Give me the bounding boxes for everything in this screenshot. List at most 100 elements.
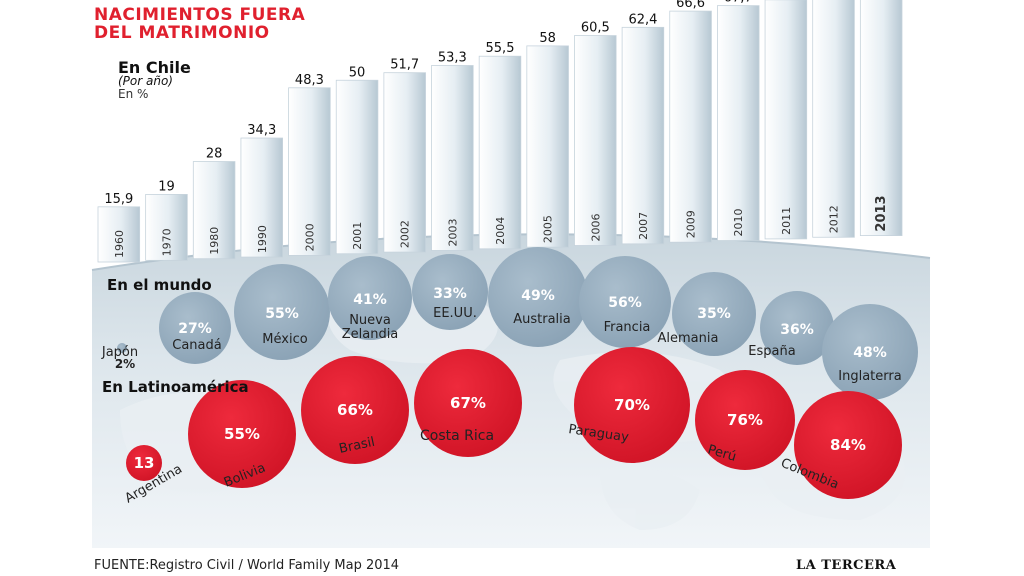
bar-year-label: 2000 xyxy=(303,223,316,251)
bar-value-label: 50 xyxy=(349,65,366,80)
bar-value-label: 66,6 xyxy=(676,0,705,11)
bar-year-label: 2006 xyxy=(589,214,602,242)
bubble-value-label: 56% xyxy=(608,295,642,311)
bar-2001 xyxy=(335,79,379,255)
bubble-EE.UU. xyxy=(412,254,488,330)
bar-1990 xyxy=(240,137,283,258)
bubble-value-label: 33% xyxy=(433,286,467,302)
bubble-country-label: Australia xyxy=(513,312,571,327)
bar-2012 xyxy=(812,0,855,238)
bubble-value-label: 27% xyxy=(178,321,212,337)
bubble-value-label: 70% xyxy=(614,396,650,414)
bar-1960 xyxy=(97,206,141,263)
bar-2005 xyxy=(526,45,569,248)
bar-year-label: 2011 xyxy=(780,207,793,235)
brand-logo: LA TERCERA xyxy=(796,558,897,573)
bubble-country-label: Japón xyxy=(101,345,138,360)
bar-value-label: 51,7 xyxy=(390,58,419,73)
bar-2002 xyxy=(383,72,426,253)
bubble-value-label: 41% xyxy=(353,292,387,308)
bar-year-label: 2012 xyxy=(828,205,841,233)
bar-2009 xyxy=(669,10,712,243)
bubble-country-label: Nueva xyxy=(349,313,391,328)
bubble-value-label: 13 xyxy=(134,454,155,472)
bubble-Inglaterra xyxy=(822,304,918,400)
bubble-Bolivia xyxy=(188,380,296,488)
bar-year-label: 1980 xyxy=(208,227,221,255)
bubble-value-label: 35% xyxy=(697,306,731,322)
bar-year-label: 2010 xyxy=(732,209,745,237)
bubble-country-label: México xyxy=(262,332,307,347)
bar-2007 xyxy=(621,26,665,245)
bubble-Australia xyxy=(488,247,588,347)
bar-2006 xyxy=(574,35,617,246)
bubble-country-label: Alemania xyxy=(658,331,719,346)
bubble-country-label: Inglaterra xyxy=(838,369,901,384)
bar-value-label: 34,3 xyxy=(247,123,276,138)
bar-value-label: 58 xyxy=(539,31,556,46)
bar-1970 xyxy=(145,194,188,261)
bubble-country-label: Francia xyxy=(604,320,651,335)
bubble-country-label: Canadá xyxy=(172,338,221,353)
bar-value-label: 15,9 xyxy=(104,192,133,207)
bar-2011 xyxy=(764,0,808,240)
bubble-Canadá xyxy=(159,292,231,364)
bar-2010 xyxy=(717,5,760,241)
bubble-Francia xyxy=(579,256,671,348)
world-bubbles: 2%Japón 27%Canadá 55% México 41% NuevaZelandi… xyxy=(101,247,918,400)
bar-year-label: 2001 xyxy=(351,222,364,250)
bar-year-label: 2003 xyxy=(446,218,459,246)
bubble-value-label: 2% xyxy=(115,357,135,371)
bar-year-label: 2002 xyxy=(399,220,412,248)
title-line-2: DEL MATRIMONIO xyxy=(94,23,270,43)
chile-bars: 15,9 1960 19 1970 28 1980 34,3 1990 48,3 2000 50 20… xyxy=(97,0,903,263)
bar-year-label: 1960 xyxy=(113,230,126,258)
bar-year-label: 2013 xyxy=(874,195,889,231)
chile-subheading: (Por año) xyxy=(118,74,173,88)
bubble-Japón xyxy=(117,343,127,353)
bubble-value-label: 48% xyxy=(853,345,887,361)
bar-year-label: 2004 xyxy=(494,217,507,245)
bar-value-label: 55,5 xyxy=(486,41,515,56)
bar-2013 xyxy=(859,0,903,236)
bar-year-label: 1970 xyxy=(160,228,173,256)
bar-2000 xyxy=(288,87,331,256)
bubble-value-label: 36% xyxy=(780,322,814,338)
bubble-Brasil xyxy=(301,356,409,464)
bar-year-label: 1990 xyxy=(256,225,269,253)
bubble-country-label: EE.UU. xyxy=(433,306,477,321)
bubble-country-label: Costa Rica xyxy=(420,428,494,444)
bubble-Paraguay xyxy=(574,347,690,463)
bubble-country-label: Brasil xyxy=(338,435,377,457)
bubble-value-label: 49% xyxy=(521,288,555,304)
bubble-España xyxy=(760,291,834,365)
bubble-México xyxy=(234,264,330,360)
bubble-value-label: 67% xyxy=(450,394,486,412)
bar-value-label: 19 xyxy=(158,179,175,194)
bubble-value-label: 76% xyxy=(727,411,763,429)
page-title: NACIMIENTOS FUERA DEL MATRIMONIO xyxy=(94,6,305,42)
chile-heading: En Chile xyxy=(118,58,191,77)
bar-2003 xyxy=(431,65,474,251)
bar-value-label: 48,3 xyxy=(295,73,324,88)
bar-2004 xyxy=(478,55,522,250)
bar-value-label: 60,5 xyxy=(581,21,610,36)
bar-value-label: 62,4 xyxy=(628,12,657,27)
bar-year-label: 2007 xyxy=(637,212,650,240)
title-line-1: NACIMIENTOS FUERA xyxy=(94,5,306,25)
bar-value-label: 53,3 xyxy=(438,50,467,65)
world-heading: En el mundo xyxy=(107,276,212,294)
bubble-Costa Rica xyxy=(414,349,522,457)
bubble-Alemania xyxy=(672,272,756,356)
bubble-value-label: 84% xyxy=(830,436,866,454)
bar-value-label: 28 xyxy=(206,147,223,162)
bubble-Perú xyxy=(695,370,795,470)
chile-unit: En % xyxy=(118,87,149,101)
bubble-Argentina xyxy=(126,445,162,481)
latam-heading: En Latinoamérica xyxy=(102,378,249,396)
bubble-value-label: 66% xyxy=(337,401,373,419)
bubble-country-label: España xyxy=(748,344,795,359)
